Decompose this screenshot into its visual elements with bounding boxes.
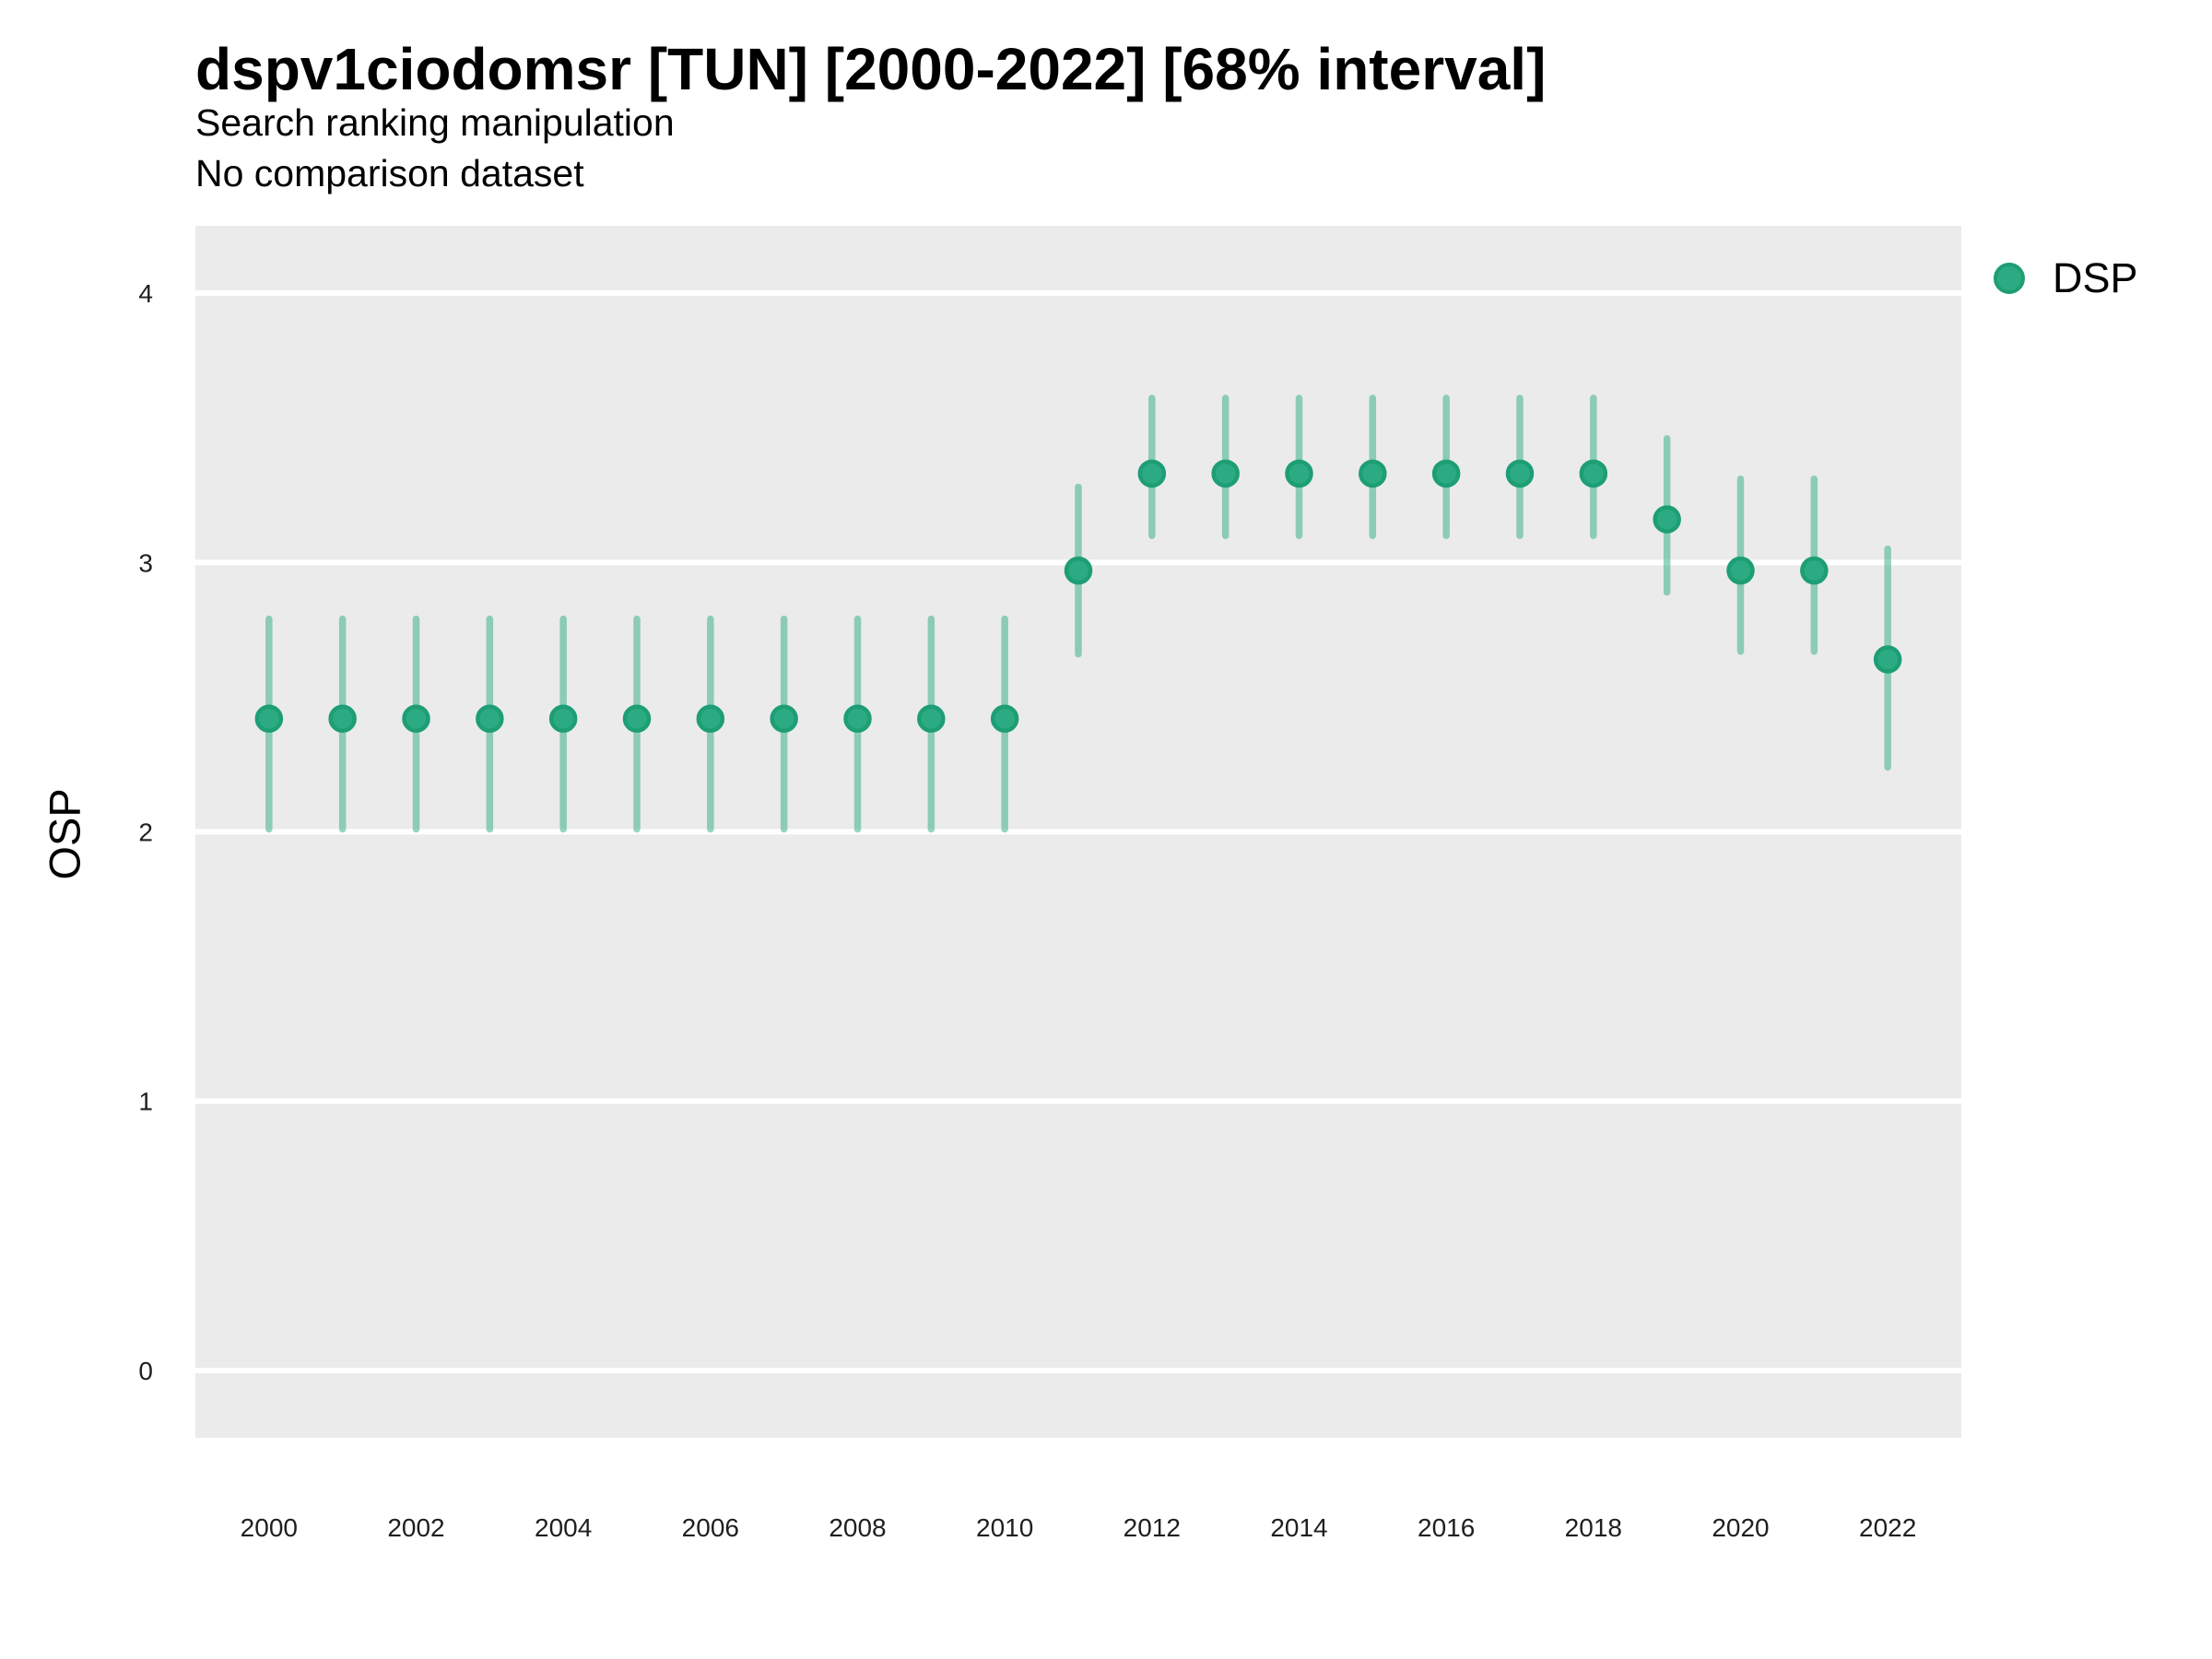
point-DSP-2009 <box>917 704 946 734</box>
x-tick-label-2000: 2000 <box>241 1513 298 1542</box>
x-tick-label-2002: 2002 <box>387 1513 444 1542</box>
y-tick-label-3: 3 <box>138 548 153 577</box>
point-DSP-2002 <box>402 704 430 734</box>
x-tick-label-2016: 2016 <box>1418 1513 1475 1542</box>
point-DSP-2003 <box>476 704 504 734</box>
point-DSP-2013 <box>1211 459 1240 488</box>
point-DSP-2007 <box>770 704 798 734</box>
x-tick-label-2008: 2008 <box>829 1513 886 1542</box>
point-DSP-2012 <box>1137 459 1167 488</box>
point-DSP-2014 <box>1285 459 1313 488</box>
point-DSP-2019 <box>1653 505 1681 534</box>
x-tick-label-2014: 2014 <box>1270 1513 1327 1542</box>
point-DSP-2021 <box>1800 556 1829 585</box>
x-tick-label-2012: 2012 <box>1124 1513 1181 1542</box>
point-DSP-2005 <box>622 704 652 734</box>
point-DSP-2000 <box>254 704 284 734</box>
point-DSP-2020 <box>1726 556 1755 585</box>
x-tick-label-2004: 2004 <box>535 1513 592 1542</box>
point-DSP-2006 <box>696 704 725 734</box>
point-DSP-2016 <box>1431 459 1461 488</box>
point-DSP-2004 <box>548 704 578 734</box>
legend-label: DSP <box>2053 254 2138 301</box>
point-DSP-2022 <box>1873 645 1902 674</box>
x-tick-label-2022: 2022 <box>1859 1513 1916 1542</box>
chart-subtitle: Search ranking manipulation <box>195 101 675 144</box>
point-DSP-2001 <box>328 704 357 734</box>
point-DSP-2011 <box>1064 556 1093 585</box>
legend: DSP <box>1994 254 2138 302</box>
x-tick-label-2010: 2010 <box>976 1513 1033 1542</box>
point-DSP-2015 <box>1359 459 1387 488</box>
x-tick-label-2006: 2006 <box>682 1513 739 1542</box>
chart-title: dspv1ciodomsr [TUN] [2000-2022] [68% int… <box>195 36 1547 102</box>
y-tick-label-4: 4 <box>138 279 153 308</box>
point-DSP-2017 <box>1505 459 1535 488</box>
point-DSP-2010 <box>990 704 1019 734</box>
y-tick-label-1: 1 <box>138 1088 153 1116</box>
y-tick-label-0: 0 <box>138 1357 153 1385</box>
legend-point-icon <box>1994 263 2025 294</box>
y-tick-label-2: 2 <box>138 818 153 847</box>
point-DSP-2018 <box>1579 459 1608 488</box>
x-tick-label-2020: 2020 <box>1712 1513 1769 1542</box>
point-DSP-2008 <box>843 704 872 734</box>
x-tick-label-2018: 2018 <box>1565 1513 1622 1542</box>
chart-subtitle-2: No comparison dataset <box>195 152 584 194</box>
